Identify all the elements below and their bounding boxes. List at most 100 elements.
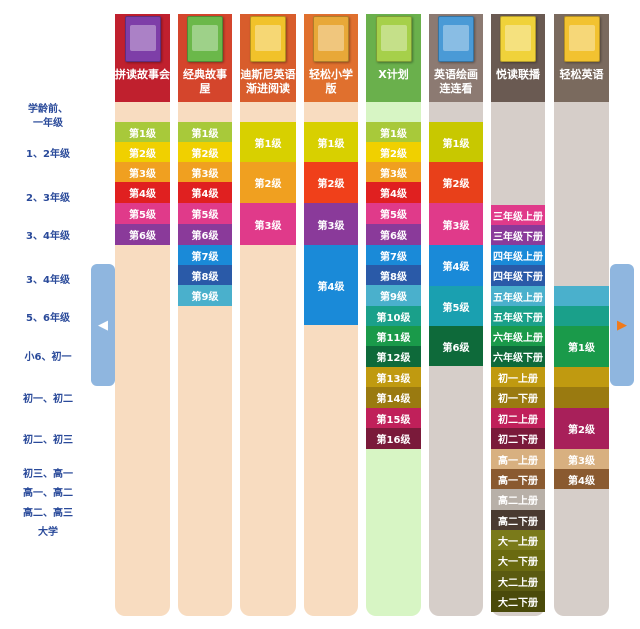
level-segment[interactable]: 第7级 [178,245,232,265]
level-segment[interactable]: 第1级 [240,122,296,162]
book-cover-icon [187,16,223,62]
level-segment[interactable]: 第7级 [366,245,421,265]
level-segment[interactable]: 第8级 [366,265,421,285]
level-segment[interactable]: 第10级 [366,306,421,326]
series-header[interactable]: 英语绘画 连连看 [429,14,483,102]
level-segment[interactable]: 五年级上册 [491,286,545,306]
level-segment[interactable]: 六年级下册 [491,346,545,367]
level-segment[interactable]: 高二上册 [491,489,545,510]
level-segment[interactable]: 第5级 [366,203,421,224]
series-name-line2: 连连看 [439,82,473,95]
level-segment[interactable]: 第9级 [366,285,421,306]
chevron-left-icon: ◀ [98,317,108,333]
level-segment[interactable]: 第13级 [366,367,421,387]
level-segment[interactable]: 第2级 [429,162,483,203]
series-name-line1: 英语绘画 [434,68,478,81]
series-name-line1: 悦读联播 [496,68,540,81]
level-segment[interactable]: 三年级下册 [491,225,545,245]
level-segment[interactable]: 第14级 [366,387,421,408]
level-segment[interactable]: 第9级 [178,285,232,306]
level-segment[interactable]: 大二上册 [491,571,545,591]
level-segment[interactable]: 第4级 [178,182,232,203]
level-segment[interactable]: 大一上册 [491,530,545,550]
level-segment[interactable]: 第4级 [304,245,358,325]
grade-label: 高一、高二 [23,488,73,499]
level-segment[interactable]: 第5级 [115,203,170,224]
series-header[interactable]: X计划 [366,14,421,102]
level-segment[interactable]: 初二上册 [491,408,545,428]
level-segment[interactable]: 高一上册 [491,449,545,469]
level-segment[interactable]: 第1级 [554,326,609,367]
level-segment[interactable]: 初二下册 [491,428,545,449]
level-segment[interactable]: 第1级 [178,122,232,142]
level-segment[interactable]: 大二下册 [491,591,545,612]
grade-label: 3、4年级 [26,275,70,286]
level-segment[interactable]: 第4级 [366,182,421,203]
series-header[interactable]: 轻松小学版 [304,14,358,102]
level-segment[interactable]: 第3级 [554,449,609,469]
level-segment[interactable] [554,286,609,306]
series-column [115,14,170,616]
series-name-line1: 轻松小学版 [309,68,353,95]
series-header[interactable]: 轻松英语 [554,14,609,102]
level-segment[interactable]: 第5级 [429,286,483,326]
level-segment[interactable]: 第15级 [366,408,421,428]
level-segment[interactable]: 第1级 [115,122,170,142]
level-segment[interactable]: 第3级 [115,162,170,182]
level-segment[interactable]: 第3级 [240,203,296,245]
level-segment[interactable]: 第3级 [304,203,358,245]
level-segment[interactable]: 初一下册 [491,387,545,408]
level-segment[interactable]: 第2级 [178,142,232,162]
level-segment[interactable]: 第1级 [429,122,483,162]
level-segment[interactable]: 五年级下册 [491,306,545,326]
level-segment[interactable]: 第3级 [429,203,483,245]
level-segment[interactable] [554,367,609,387]
level-segment[interactable]: 第1级 [366,122,421,142]
level-segment[interactable]: 第4级 [429,245,483,286]
level-segment[interactable]: 第2级 [115,142,170,162]
level-segment[interactable]: 第8级 [178,265,232,285]
level-segment[interactable]: 第6级 [115,224,170,245]
level-segment[interactable] [554,306,609,326]
scroll-left-button[interactable]: ◀ [91,264,115,386]
series-name: 经典故事屋 [178,68,232,96]
scroll-right-button[interactable]: ▶ [610,264,634,386]
grade-label: 初三、高一 [23,469,73,480]
level-segment[interactable]: 四年级下册 [491,265,545,286]
series-header[interactable]: 经典故事屋 [178,14,232,102]
level-segment[interactable]: 六年级上册 [491,326,545,346]
grade-label: 小6、初一 [24,352,72,363]
level-segment[interactable]: 第4级 [115,182,170,203]
level-segment[interactable]: 第6级 [178,224,232,245]
chevron-right-icon: ▶ [617,317,627,333]
level-segment[interactable]: 第2级 [240,162,296,203]
level-segment[interactable]: 第3级 [366,162,421,182]
level-segment[interactable]: 第16级 [366,428,421,449]
level-segment[interactable]: 三年级上册 [491,205,545,225]
level-segment[interactable]: 高二下册 [491,510,545,530]
grade-label: 初二、初三 [23,435,73,446]
level-segment[interactable]: 第2级 [366,142,421,162]
level-segment[interactable]: 第11级 [366,326,421,346]
level-segment[interactable]: 第6级 [366,224,421,245]
grade-label: 学龄前、 [28,104,68,115]
level-segment[interactable]: 高一下册 [491,469,545,489]
level-segment[interactable]: 第6级 [429,326,483,366]
series-header[interactable]: 迪斯尼英语 渐进阅读 [240,14,296,102]
series-name: 轻松英语 [554,68,609,82]
level-segment[interactable]: 第4级 [554,469,609,489]
series-header[interactable]: 悦读联播 [491,14,545,102]
level-segment[interactable]: 初一上册 [491,367,545,387]
level-segment[interactable]: 大一下册 [491,550,545,571]
level-segment[interactable]: 第2级 [554,408,609,449]
level-segment[interactable]: 第1级 [304,122,358,162]
level-segment[interactable]: 第12级 [366,346,421,367]
level-segment[interactable] [554,387,609,408]
level-segment[interactable]: 第3级 [178,162,232,182]
series-header[interactable]: 拼读故事会 [115,14,170,102]
level-segment[interactable]: 第2级 [304,162,358,203]
level-segment[interactable]: 四年级上册 [491,245,545,265]
level-segment[interactable]: 第5级 [178,203,232,224]
series-name: 英语绘画 连连看 [429,68,483,96]
